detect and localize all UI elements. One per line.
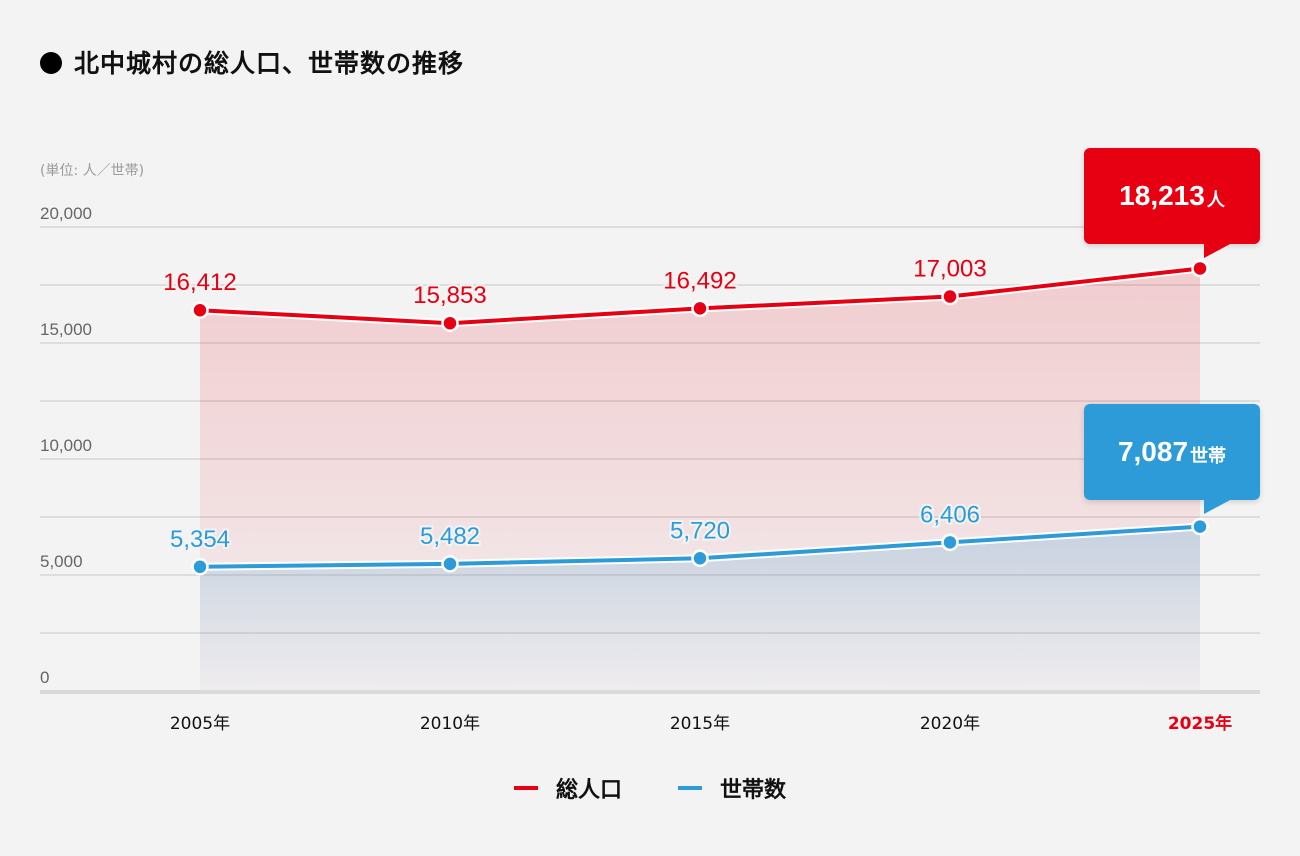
population-callout: 18,213 人 <box>1084 148 1260 258</box>
data-label: 5,720 <box>670 517 730 544</box>
y-tick-label: 10,000 <box>40 436 92 455</box>
callout-unit: 世帯 <box>1190 446 1227 467</box>
data-point <box>941 533 959 552</box>
callout-value: 7,087 <box>1117 436 1189 467</box>
y-tick-label: 20,000 <box>40 204 92 223</box>
data-label: 16,412 <box>163 269 236 296</box>
data-point <box>441 314 459 332</box>
data-label: 5,482 <box>420 523 480 550</box>
x-tick-label: 2010年 <box>420 714 480 734</box>
data-label: 15,853 <box>413 282 486 309</box>
legend-swatch <box>513 786 538 790</box>
data-label: 6,406 <box>920 501 980 528</box>
data-point <box>441 555 459 573</box>
callout-unit: 人 <box>1206 190 1225 211</box>
legend-item-population: 総人口 <box>513 772 622 804</box>
data-point <box>691 299 709 318</box>
y-tick-label: 15,000 <box>40 320 92 339</box>
x-tick-label: 2025年 <box>1168 713 1232 734</box>
legend-swatch <box>678 786 702 790</box>
legend-item-households: 世帯数 <box>678 772 786 804</box>
legend: 総人口 世帯数 <box>0 772 1300 804</box>
data-point <box>191 558 209 576</box>
data-label: 5,354 <box>170 526 230 553</box>
data-point <box>1191 259 1209 278</box>
households-callout: 7,087 世帯 <box>1084 404 1260 514</box>
x-tick-label: 2020年 <box>920 714 980 734</box>
data-point <box>691 549 709 568</box>
bullet-icon <box>40 52 62 74</box>
data-label: 17,003 <box>913 256 986 283</box>
callout-value: 18,213 <box>1119 180 1205 211</box>
chart-title-text: 北中城村の総人口、世帯数の推移 <box>74 49 465 78</box>
data-label: 16,492 <box>663 267 736 294</box>
data-point <box>941 287 959 306</box>
legend-label: 総人口 <box>555 778 622 803</box>
data-point <box>1191 517 1209 536</box>
unit-label: (単位: 人／世帯) <box>40 163 145 179</box>
x-tick-label: 2005年 <box>170 714 230 734</box>
chart-title: 北中城村の総人口、世帯数の推移 <box>40 44 464 80</box>
legend-label: 世帯数 <box>720 778 787 803</box>
data-point <box>191 301 209 319</box>
y-tick-label: 0 <box>40 668 49 687</box>
x-tick-label: 2015年 <box>670 714 730 734</box>
y-tick-label: 5,000 <box>40 552 83 571</box>
